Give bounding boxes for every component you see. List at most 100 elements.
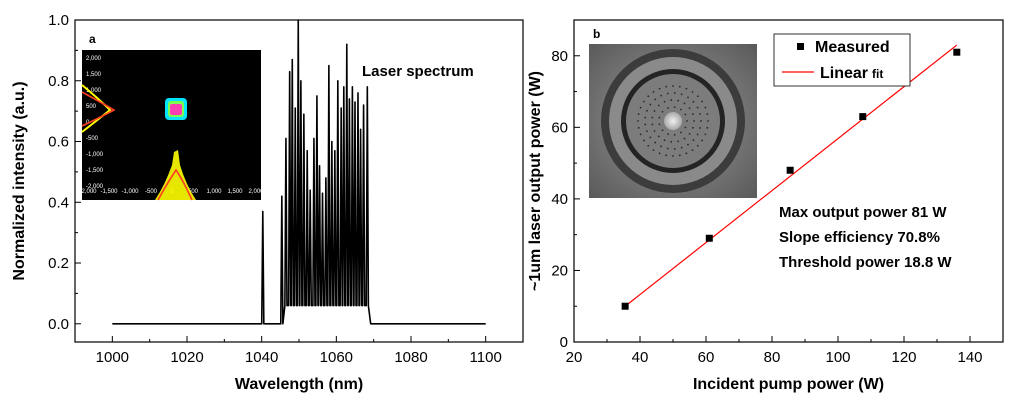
fiber-air-hole: [637, 113, 640, 116]
fiber-air-hole: [652, 149, 655, 152]
inset-left-tick-label: 1,500: [86, 72, 102, 78]
fiber-air-hole: [663, 139, 666, 142]
fiber-air-hole: [706, 126, 709, 129]
inset-bottom-tick-label: 1,000: [206, 189, 222, 195]
measured-point: [705, 234, 713, 242]
panel-b-measured-points: [621, 48, 961, 310]
fiber-air-hole: [678, 85, 681, 88]
panel-a-y-axis-label: Normalized intensity (a.u.): [11, 81, 28, 280]
fiber-air-hole: [686, 120, 688, 122]
fiber-air-hole: [653, 130, 656, 132]
inset-bottom-profile-red: [157, 168, 193, 201]
fiber-air-hole: [647, 144, 650, 147]
fiber-air-hole: [658, 152, 661, 155]
fiber-air-hole: [649, 103, 652, 106]
fiber-air-hole: [699, 127, 702, 129]
inset-left-tick-label: -500: [86, 136, 99, 142]
panel-a-x-tick-label: 1000: [96, 349, 129, 366]
fiber-air-hole: [653, 110, 656, 112]
panel-a-y-tick-label: 0.2: [48, 255, 69, 272]
fiber-air-hole: [701, 100, 704, 103]
inset-bottom-tick-label: 500: [188, 189, 199, 195]
fiber-air-hole: [658, 87, 661, 90]
fiber-air-hole: [667, 133, 669, 135]
panel-a-annotation: Laser spectrum: [362, 63, 474, 80]
fiber-air-hole: [680, 108, 682, 111]
panel-a-x-tick-label: 1020: [170, 349, 203, 366]
panel-a-x-tick-label: 1040: [245, 349, 278, 366]
panel-b-y-tick-label: 60: [551, 119, 568, 136]
fiber-air-hole: [654, 141, 657, 144]
fiber-air-hole: [677, 99, 680, 102]
panel-a-y-tick-label: 1.0: [48, 12, 69, 29]
fiber-air-hole: [644, 116, 647, 119]
panel-a-x-tick-label: 1060: [320, 349, 353, 366]
panel-b-x-tick-label: 60: [698, 349, 715, 366]
legend-fit-label-main: Linear: [820, 65, 868, 82]
inset-left-tick-label: 1,000: [86, 88, 102, 94]
fiber-air-hole: [684, 113, 687, 116]
fiber-air-hole: [687, 96, 689, 99]
fiber-air-hole: [651, 116, 654, 119]
panel-b-y-tick-label: 40: [551, 191, 568, 208]
panel-b-y-tick-label: 20: [551, 262, 568, 279]
panel-b-x-tick-label: 140: [957, 349, 982, 366]
fiber-air-hole: [706, 113, 709, 116]
fiber-air-hole: [639, 133, 642, 136]
inset-bottom-tick-label: -1,000: [121, 189, 139, 195]
fiber-air-hole: [680, 131, 682, 134]
fiber-air-hole: [647, 95, 650, 98]
fiber-air-hole: [707, 120, 709, 122]
inset-left-tick-label: -1,000: [86, 152, 104, 158]
fiber-core: [664, 112, 682, 130]
fiber-air-hole: [684, 126, 687, 129]
panel-b-x-tick-label: 120: [891, 349, 916, 366]
panel-b-plot-frame: [573, 19, 1004, 343]
fiber-air-hole: [644, 123, 647, 126]
panel-b-inset-fiber-photo: b: [589, 27, 757, 198]
fiber-air-hole: [691, 149, 694, 152]
panel-a-spectrum-line: [112, 19, 486, 325]
fiber-air-hole: [688, 107, 691, 110]
panel-b-x-tick-label: 20: [566, 349, 583, 366]
inset-left-tick-label: -2,000: [86, 184, 104, 190]
legend-fit-label: Linear fit: [820, 65, 883, 82]
legend-measured-marker: [797, 43, 804, 50]
panel-b-letter: b: [593, 27, 600, 41]
fiber-air-hole: [666, 147, 669, 150]
fiber-air-hole: [658, 116, 661, 119]
fiber-air-hole: [699, 113, 702, 115]
panel-b-legend: Measured Linear fit: [773, 33, 911, 87]
panel-a-x-axis-label: Wavelength (nm): [235, 376, 363, 393]
fiber-air-hole: [701, 139, 704, 142]
fiber-air-hole: [637, 120, 639, 122]
beam-spot-core: [170, 104, 182, 115]
fiber-air-hole: [642, 100, 645, 103]
fiber-air-hole: [666, 92, 669, 95]
fiber-air-hole: [693, 120, 695, 122]
legend-box: [773, 33, 911, 87]
fiber-air-hole: [673, 106, 676, 109]
fiber-air-hole: [642, 139, 645, 142]
fiber-air-hole: [692, 139, 695, 142]
measured-point: [953, 48, 961, 56]
inset-left-profile-red: [81, 91, 116, 127]
measured-point: [621, 302, 629, 310]
measured-point: [786, 166, 794, 174]
inset-left-tick-label: -1,500: [86, 168, 104, 174]
inset-left-profile-yellow: [81, 84, 112, 133]
fiber-air-hole: [665, 85, 668, 88]
fiber-air-hole: [673, 92, 676, 94]
fiber-air-hole: [665, 154, 668, 157]
panel-b-y-axis-label: ~1um laser output power (W): [527, 71, 544, 291]
panel-a-letter: a: [89, 32, 96, 46]
panel-a-x-tick-label: 1080: [394, 349, 427, 366]
panel-a-y-tick-label: 0.8: [48, 73, 69, 90]
panel-a-ticks: 1000 1020 1040 1060 1080 1100 0.0 0.2 0.4 0.6 0.8 1…: [48, 12, 502, 366]
fiber-air-hole: [672, 85, 674, 87]
fiber-air-hole: [688, 132, 691, 135]
fiber-air-hole: [673, 148, 676, 150]
fiber-air-hole: [680, 146, 683, 149]
